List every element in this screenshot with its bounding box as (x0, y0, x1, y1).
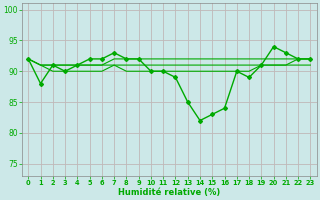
X-axis label: Humidité relative (%): Humidité relative (%) (118, 188, 220, 197)
